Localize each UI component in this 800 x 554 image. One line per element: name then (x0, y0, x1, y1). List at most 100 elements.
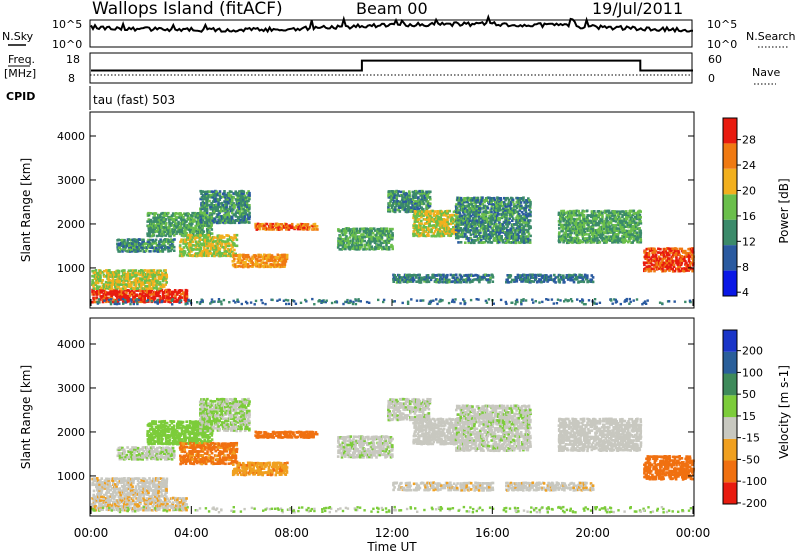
echo-cell (344, 239, 347, 242)
echo-cell (171, 220, 175, 223)
echo-cell (183, 218, 186, 222)
echo-cell (422, 225, 425, 229)
echo-cell (255, 258, 259, 261)
echo-cell (244, 255, 248, 259)
echo-cell (140, 283, 143, 286)
echo-cell (170, 242, 174, 246)
echo-cell (115, 298, 118, 302)
freq-left-label-2: [MHz] (4, 67, 36, 80)
echo-cell (528, 219, 532, 222)
echo-cell (143, 277, 147, 280)
echo-cell (149, 250, 152, 253)
echo-cell (206, 248, 209, 252)
echo-cell (170, 222, 174, 225)
echo-cell (416, 203, 419, 207)
echo-cell (466, 222, 469, 226)
echo-cell (362, 233, 365, 237)
echo-cell (433, 217, 437, 221)
echo-cell (464, 241, 467, 244)
echo-cell (190, 218, 193, 221)
echo-cell (250, 259, 253, 262)
echo-cell (161, 293, 165, 296)
echo-cell (368, 246, 371, 249)
echo-cell (211, 246, 215, 249)
echo-cell (566, 278, 570, 281)
echo-cell (474, 217, 477, 220)
echo-cell (199, 238, 203, 241)
echo-cell (457, 236, 460, 240)
echo-cell (212, 219, 216, 223)
echo-cell (123, 240, 126, 244)
echo-cell (418, 222, 421, 225)
echo-cell (308, 225, 311, 229)
echo-cell (206, 215, 210, 219)
echo-cell (126, 240, 129, 243)
echo-cell (449, 228, 453, 231)
echo-cell (93, 271, 97, 274)
echo-cell (124, 279, 127, 282)
echo-cell (451, 213, 455, 217)
echo-cell (120, 283, 124, 286)
echo-cell (420, 222, 423, 225)
echo-cell (506, 231, 510, 235)
echo-cell (135, 273, 139, 277)
echo-cell (370, 235, 373, 239)
echo-cell (192, 254, 195, 257)
echo-cell (575, 278, 579, 281)
echo-cell (346, 227, 349, 230)
echo-cell (147, 284, 150, 288)
echo-cell (161, 283, 165, 287)
echo-cell (499, 197, 502, 200)
echo-cell (435, 217, 438, 221)
echo-cell (260, 261, 263, 265)
echo-cell (142, 273, 145, 276)
echo-cell (411, 194, 415, 197)
echo-cell (207, 233, 210, 237)
echo-cell (163, 291, 166, 294)
echo-cell (283, 263, 287, 266)
echo-cell (91, 274, 94, 278)
echo-cell (231, 221, 234, 224)
echo-cell (370, 229, 374, 232)
echo-cell (386, 235, 389, 239)
echo-cell (488, 280, 491, 284)
echo-cell (139, 249, 142, 253)
echo-cell (270, 223, 273, 226)
echo-cell (492, 231, 496, 234)
echo-cell (393, 210, 397, 214)
echo-cell (231, 250, 234, 254)
echo-region (412, 209, 460, 238)
echo-cell (133, 300, 136, 303)
echo-cell (171, 214, 175, 217)
echo-cell (198, 213, 202, 216)
echo-cell (165, 273, 168, 277)
echo-cell (94, 281, 98, 285)
echo-cell (399, 206, 402, 209)
echo-cell (94, 300, 98, 304)
echo-cell (526, 235, 530, 238)
echo-cell (467, 221, 471, 224)
echo-cell (112, 300, 116, 303)
echo-cell (207, 195, 210, 199)
echo-cell (180, 296, 184, 299)
echo-cell (507, 222, 511, 226)
echo-cell (359, 235, 362, 238)
echo-cell (151, 228, 154, 231)
echo-cell (163, 273, 166, 277)
echo-cell (430, 230, 433, 234)
echo-cell (196, 242, 200, 246)
echo-cell (183, 238, 187, 241)
echo-cell (485, 217, 489, 220)
echo-cell (215, 203, 218, 206)
echo-cell (540, 280, 543, 284)
echo-cell (143, 250, 146, 253)
echo-cell (493, 212, 497, 216)
echo-cell (232, 264, 236, 268)
echo-cell (211, 238, 215, 241)
echo-cell (192, 228, 195, 232)
echo-cell (387, 248, 391, 251)
echo-cell (498, 221, 501, 224)
echo-cell (529, 200, 532, 204)
echo-cell (227, 219, 231, 222)
freq-right-tick-bottom: 0 (708, 72, 715, 85)
